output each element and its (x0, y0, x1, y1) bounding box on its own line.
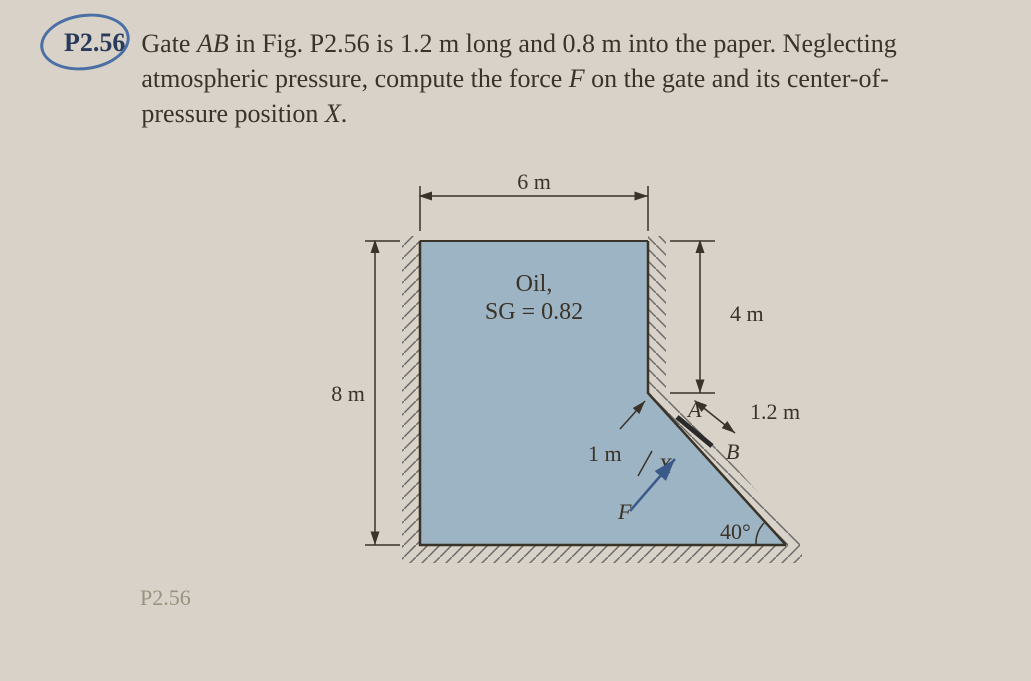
left-wall-hatch (402, 236, 420, 551)
oil-fill (420, 241, 786, 545)
text-p1: Gate (141, 29, 197, 58)
right-wall-hatch (648, 236, 666, 393)
figure-diagram: 6 m 8 m 4 m Oil, SG = 0.82 1.2 m A B 1 m… (320, 161, 880, 621)
dim-top-label: 6 m (517, 169, 551, 194)
problem-header: P2.56 Gate AB in Fig. P2.56 is 1.2 m lon… (60, 20, 971, 131)
bottom-wall-hatch (402, 545, 802, 563)
text-p7: . (341, 99, 348, 128)
dim-right-label: 4 m (730, 301, 764, 326)
figure-container: 6 m 8 m 4 m Oil, SG = 0.82 1.2 m A B 1 m… (60, 161, 971, 621)
oil-label-2: SG = 0.82 (485, 299, 583, 325)
oil-label-1: Oil, (516, 271, 553, 297)
one-m-label: 1 m (588, 441, 622, 466)
circle-annotation-icon (37, 8, 134, 76)
label-a: A (686, 397, 702, 422)
problem-number: P2.56 (60, 20, 129, 66)
label-f: F (617, 499, 632, 524)
problem-text: Gate AB in Fig. P2.56 is 1.2 m long and … (141, 20, 971, 131)
text-p4: F (569, 64, 585, 93)
dim-left-label: 8 m (331, 381, 365, 406)
gate-dim-label: 1.2 m (750, 399, 800, 424)
text-p6: X (325, 99, 341, 128)
figure-number-faded: P2.56 (140, 585, 191, 611)
text-p2: AB (197, 29, 229, 58)
angle-label: 40° (720, 519, 751, 544)
label-b: B (726, 439, 739, 464)
